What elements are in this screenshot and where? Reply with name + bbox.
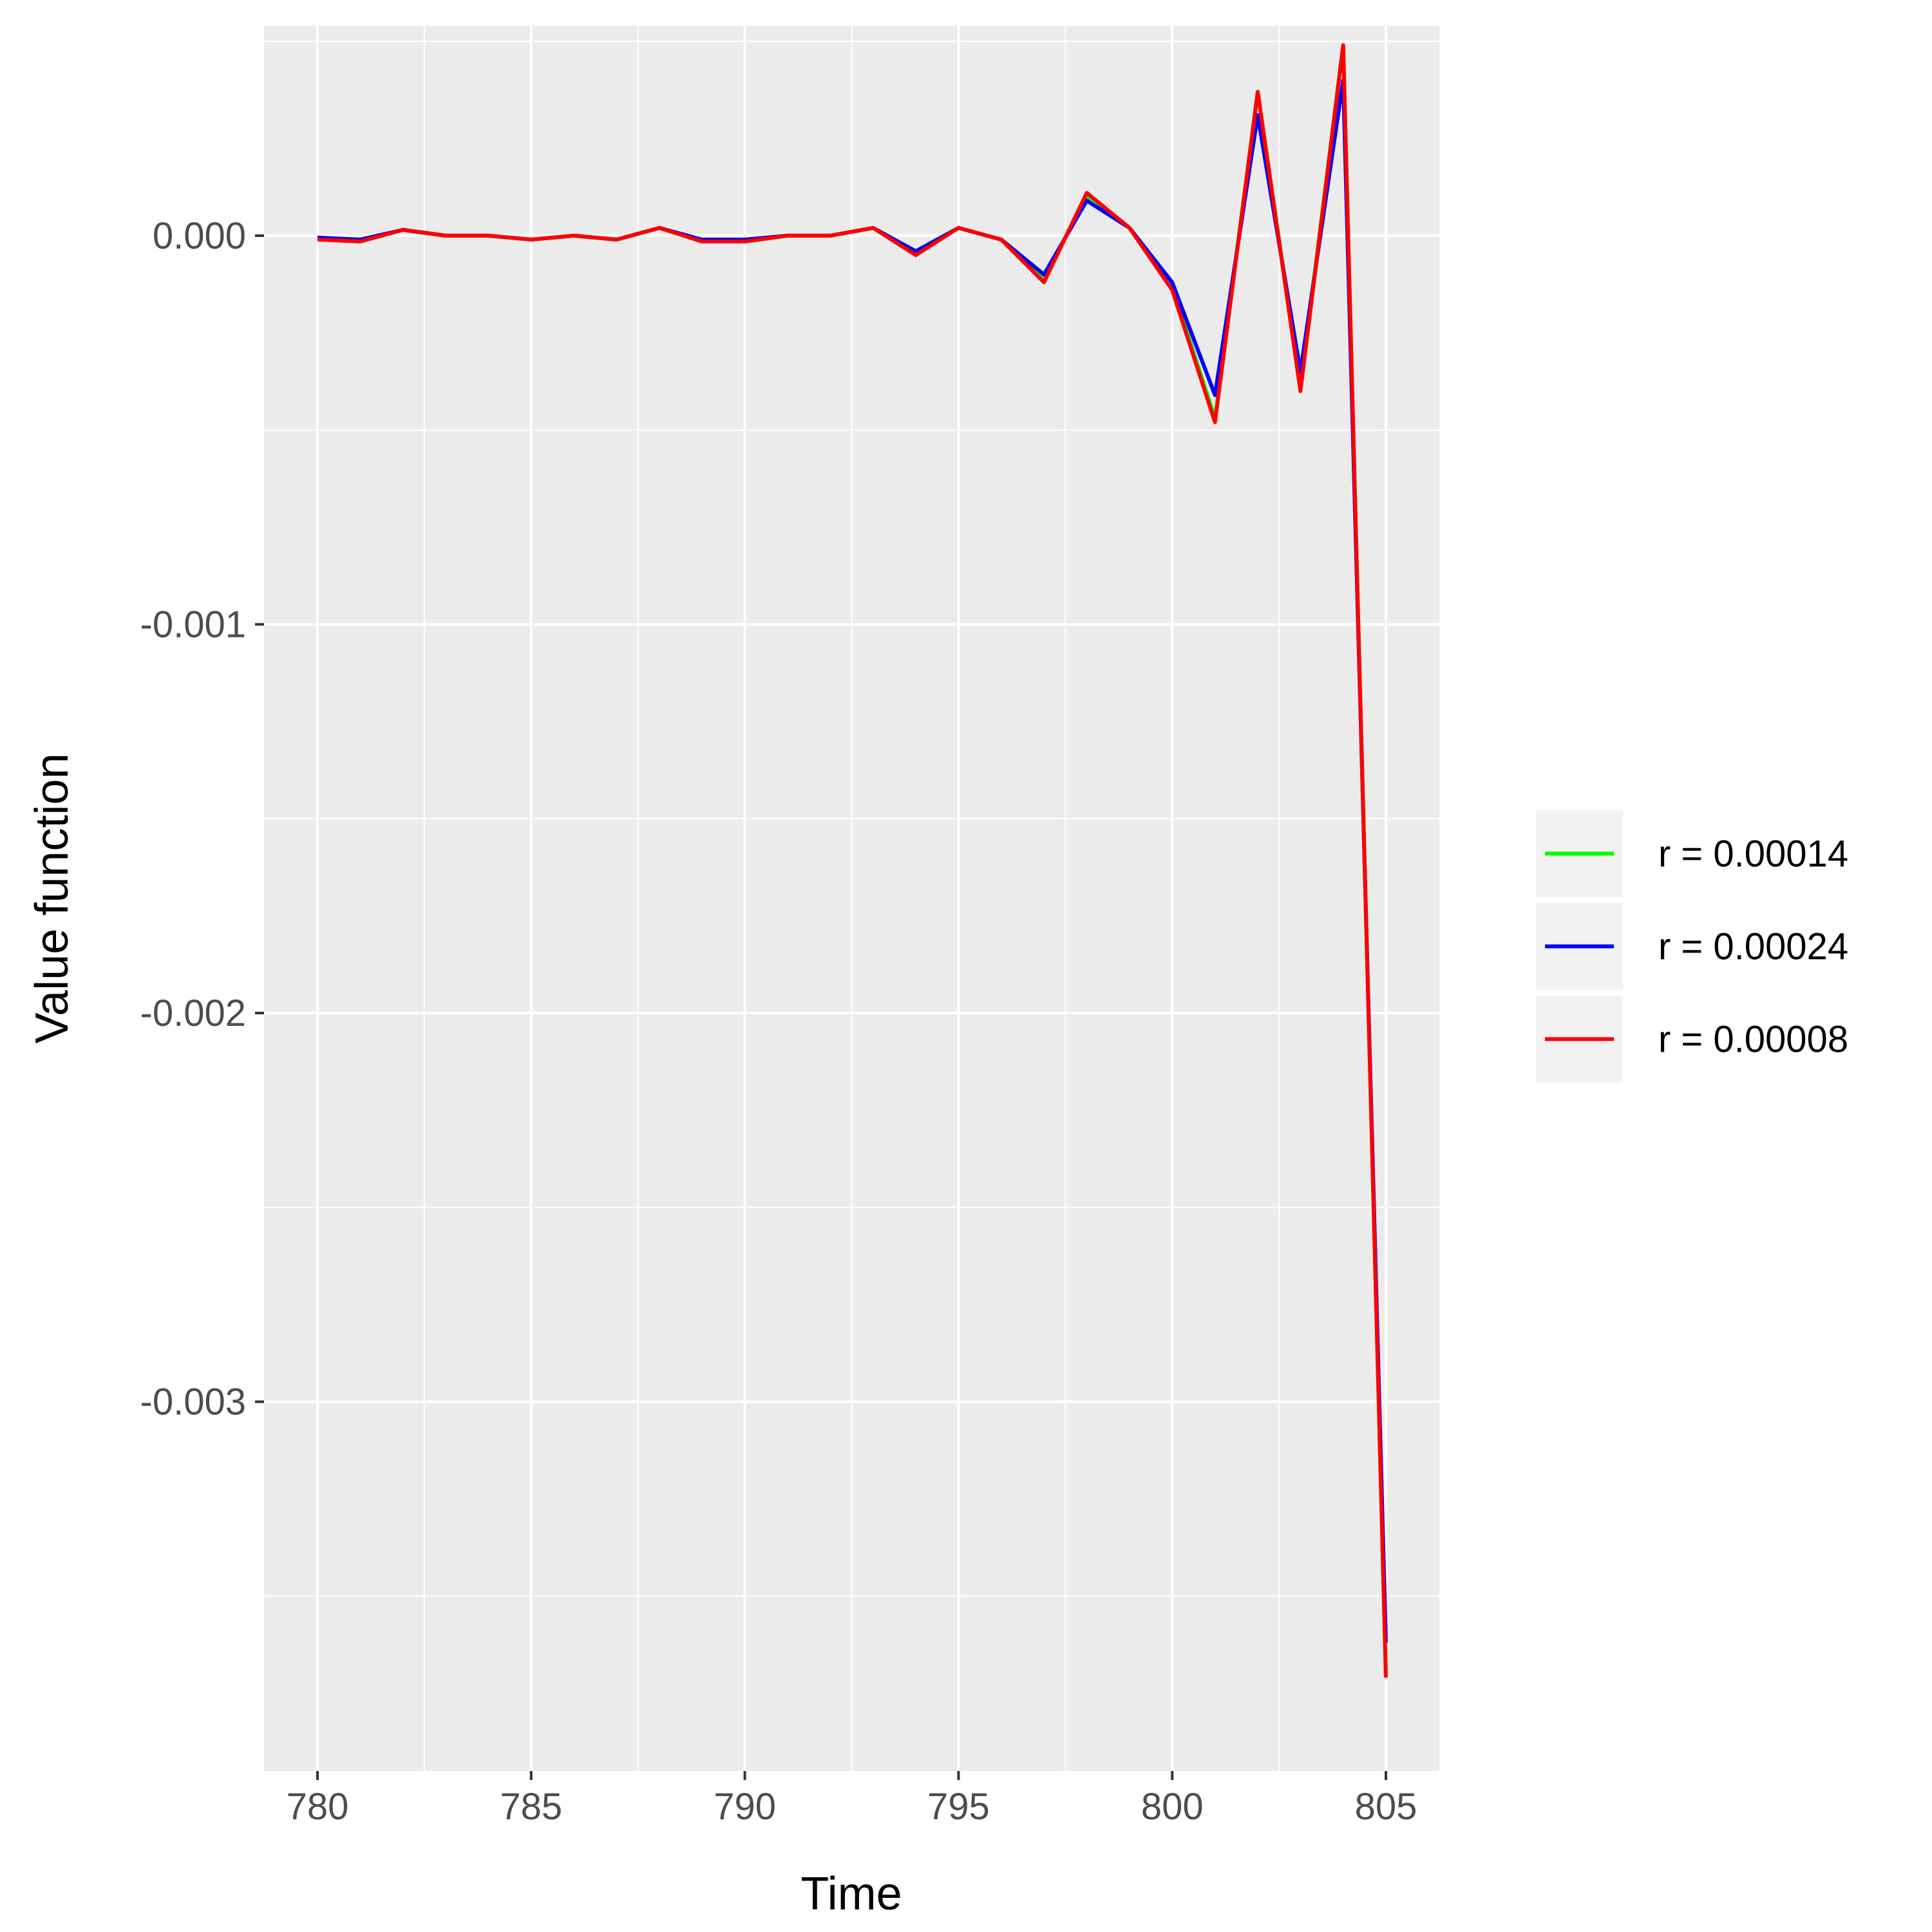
y-axis-title: Value function xyxy=(26,753,78,1044)
y-tick-label: -0.001 xyxy=(140,603,246,645)
legend-label: r = 0.00024 xyxy=(1658,926,1848,968)
major-gridlines xyxy=(264,26,1439,1771)
x-tick-label: 780 xyxy=(287,1786,349,1828)
x-tick-label: 800 xyxy=(1141,1786,1204,1828)
x-tick-label: 795 xyxy=(927,1786,990,1828)
x-tick-label: 790 xyxy=(714,1786,776,1828)
series-lines xyxy=(317,43,1388,1678)
y-tick-label: -0.002 xyxy=(140,992,246,1034)
y-axis: 0.000 -0.001 -0.002 -0.003 xyxy=(140,215,264,1423)
legend: r = 0.00014 r = 0.00024 r = 0.00008 xyxy=(1536,810,1848,1083)
legend-label: r = 0.00008 xyxy=(1658,1019,1848,1061)
x-axis: 780 785 790 795 800 805 xyxy=(287,1771,1417,1828)
x-tick-label: 785 xyxy=(500,1786,562,1828)
minor-gridlines xyxy=(264,26,1439,1771)
series-line-3 xyxy=(317,43,1388,1678)
legend-label: r = 0.00014 xyxy=(1658,833,1848,875)
y-tick-label: -0.003 xyxy=(140,1381,246,1423)
x-axis-title: Time xyxy=(800,1868,902,1920)
y-tick-label: 0.000 xyxy=(153,215,246,257)
x-tick-label: 805 xyxy=(1355,1786,1417,1828)
